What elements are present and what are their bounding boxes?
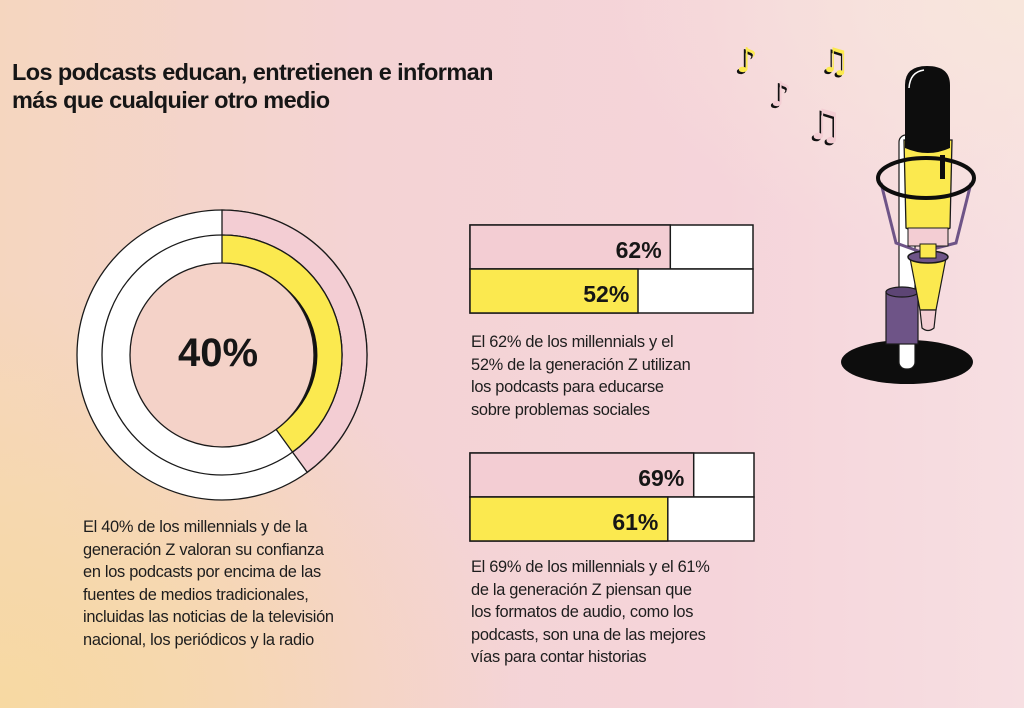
mic-head — [905, 66, 950, 153]
caption-line: podcasts, son una de las mejores — [471, 625, 706, 644]
title-line-2: más que cualquier otro medio — [12, 87, 330, 113]
donut-caption: El 40% de los millennials y de la genera… — [83, 516, 334, 652]
bar-label-gen-z: 52% — [583, 281, 629, 307]
caption-line: El 40% de los millennials y de la — [83, 518, 308, 536]
bar-gen-z — [469, 496, 669, 542]
donut-center-label: 40% — [178, 331, 258, 375]
music-note-icon: ♪ — [770, 75, 792, 115]
title-line-1: Los podcasts educan, entretienen e infor… — [12, 59, 493, 85]
caption-line: en los podcasts por encima de las — [83, 563, 321, 582]
caption-line: El 62% de los millennials y el — [471, 333, 674, 351]
mic-switch — [940, 155, 945, 179]
caption-line: nacional, los periódicos y la radio — [83, 630, 314, 649]
mic-body-pink-band — [907, 227, 949, 247]
caption-line: los formatos de audio, como los — [471, 603, 694, 622]
donut-chart: 40% — [76, 209, 368, 501]
microphone-icon — [841, 66, 976, 384]
mic-ring — [876, 156, 976, 200]
mic-clamp — [885, 291, 919, 345]
bar-chart-storytelling: 69% 61% — [469, 452, 755, 542]
music-notes-icon: ♫ — [806, 100, 844, 149]
caption-line: 52% de la generación Z utilizan — [471, 355, 691, 374]
bar-chart-educate-caption: El 62% de los millennials y el 52% de la… — [471, 331, 691, 421]
mic-neck — [919, 243, 937, 259]
bar-gen-z — [469, 268, 639, 314]
bar-label-gen-z: 61% — [612, 509, 658, 535]
bar-millennials — [469, 452, 695, 498]
caption-line: El 69% de los millennials y el 61% — [471, 558, 710, 576]
caption-line: vías para contar historias — [471, 648, 647, 667]
caption-line: los podcasts para educarse — [471, 378, 664, 397]
bar-chart-educate: 62% 52% — [469, 224, 754, 314]
caption-line: incluidas las noticias de la televisión — [83, 608, 334, 627]
music-note-icon: ♪ — [736, 41, 758, 81]
donut-hole — [129, 262, 315, 448]
mic-lower-tip — [919, 309, 937, 332]
caption-line: fuentes de medios tradicionales, — [83, 585, 309, 604]
bar-label-millennials: 62% — [616, 237, 662, 263]
bar-label-millennials: 69% — [638, 465, 684, 491]
caption-line: generación Z valoran su confianza — [83, 540, 324, 559]
page-title: Los podcasts educan, entretienen e infor… — [12, 58, 632, 114]
bar-chart-storytelling-caption: El 69% de los millennials y el 61% de la… — [471, 556, 710, 669]
mic-body — [903, 139, 953, 235]
mic-head-highlight — [908, 69, 925, 89]
mic-clamp-top — [885, 286, 919, 298]
caption-line: de la generación Z piensan que — [471, 580, 692, 599]
music-notes-icon: ♫ — [820, 41, 851, 81]
caption-line: sobre problemas sociales — [471, 400, 650, 419]
